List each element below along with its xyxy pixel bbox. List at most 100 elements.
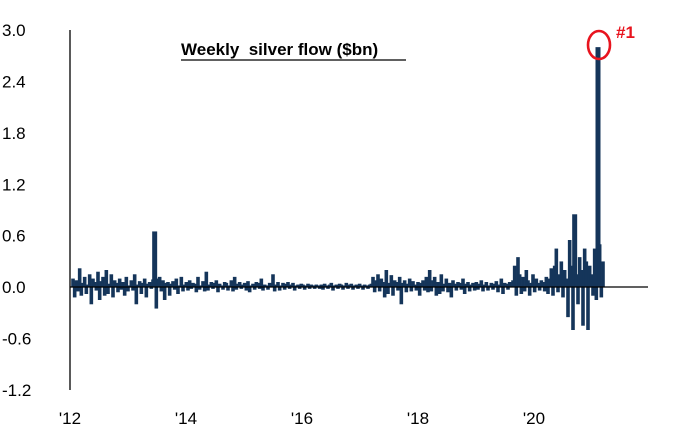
flow-bar bbox=[179, 276, 184, 288]
flow-bar bbox=[544, 276, 549, 288]
flow-bar bbox=[471, 282, 475, 288]
flow-bar bbox=[286, 282, 290, 288]
flow-bar bbox=[217, 283, 222, 288]
flow-bar bbox=[216, 287, 220, 293]
flow-bar bbox=[124, 276, 129, 288]
flow-bar bbox=[394, 282, 399, 288]
flow-bar bbox=[116, 287, 120, 293]
flow-bar bbox=[321, 287, 325, 290]
flow-bar bbox=[211, 287, 215, 289]
flow-bar bbox=[427, 270, 432, 288]
flow-bar bbox=[579, 270, 584, 288]
flow-bar bbox=[486, 287, 490, 291]
flow-bar bbox=[514, 287, 519, 296]
flow-bar bbox=[214, 280, 219, 288]
flow-bar bbox=[566, 287, 570, 318]
flow-bar bbox=[534, 278, 539, 288]
flow-bar bbox=[429, 287, 434, 292]
flow-bar bbox=[204, 271, 209, 288]
flow-bar bbox=[181, 287, 185, 292]
flow-bar bbox=[591, 287, 595, 296]
flow-bar bbox=[239, 287, 244, 289]
flow-bar bbox=[527, 287, 532, 296]
flow-bar bbox=[317, 287, 322, 289]
flow-bar bbox=[574, 274, 579, 288]
flow-bar bbox=[97, 287, 102, 300]
y-tick-label: 2.4 bbox=[2, 72, 26, 91]
flow-bar bbox=[166, 282, 170, 288]
flow-bar bbox=[377, 287, 382, 292]
flow-bar bbox=[134, 287, 139, 305]
flow-bar bbox=[384, 270, 389, 288]
flow-bar bbox=[131, 287, 135, 291]
flow-bar bbox=[432, 276, 437, 288]
flow-bar bbox=[109, 274, 114, 288]
flow-bar bbox=[467, 287, 472, 292]
flow-bar bbox=[512, 265, 517, 288]
y-tick-label: 1.2 bbox=[2, 175, 26, 194]
flow-bar bbox=[234, 287, 239, 290]
flow-bar bbox=[346, 287, 350, 289]
flow-bar bbox=[161, 280, 165, 288]
flow-bar bbox=[499, 278, 504, 288]
flow-bar bbox=[519, 287, 524, 294]
flow-bar bbox=[542, 287, 547, 292]
y-tick-label: -1.2 bbox=[2, 381, 31, 400]
flow-bar bbox=[187, 280, 192, 288]
flow-bar bbox=[87, 274, 92, 288]
y-axis-tick-labels: 3.0 2.4 1.8 1.2 0.6 0.0 -0.6 -1.2 bbox=[2, 21, 31, 400]
flow-bar bbox=[597, 244, 602, 288]
flow-bar bbox=[74, 280, 79, 288]
flow-bar bbox=[272, 287, 277, 292]
flow-bar bbox=[359, 285, 364, 288]
flow-bar bbox=[351, 287, 355, 290]
flow-bar bbox=[291, 282, 295, 288]
flow-bar bbox=[126, 287, 130, 292]
x-tick-label: '18 bbox=[407, 409, 429, 428]
flow-bar bbox=[184, 282, 189, 288]
flow-bar bbox=[532, 287, 537, 293]
flow-bar bbox=[301, 284, 305, 288]
flow-bar bbox=[76, 287, 80, 292]
flow-bar bbox=[389, 275, 394, 288]
flow-bar bbox=[459, 287, 464, 290]
flow-bar bbox=[129, 280, 134, 288]
flow-bar bbox=[149, 287, 154, 289]
flow-bar bbox=[526, 280, 530, 288]
peak-highlight-circle bbox=[586, 29, 612, 61]
flow-bar bbox=[411, 281, 415, 288]
flow-bar bbox=[89, 287, 94, 305]
flow-bar bbox=[339, 284, 344, 288]
flow-bar bbox=[489, 282, 494, 288]
flow-bar bbox=[71, 278, 75, 288]
flow-bar bbox=[219, 285, 224, 288]
flow-bar bbox=[396, 287, 400, 291]
flow-bar bbox=[246, 281, 250, 288]
flow-bar bbox=[101, 276, 105, 288]
flow-bar bbox=[409, 287, 414, 292]
flow-bar bbox=[357, 283, 362, 288]
flow-bar bbox=[322, 283, 327, 288]
y-tick-label: 1.8 bbox=[2, 124, 26, 143]
flow-bar bbox=[457, 282, 462, 288]
flow-bar bbox=[259, 278, 264, 288]
flow-bar bbox=[447, 282, 452, 288]
flow-bar bbox=[466, 282, 470, 288]
flow-bar bbox=[412, 284, 417, 288]
flow-bar bbox=[329, 282, 334, 288]
flow-bar bbox=[341, 287, 345, 290]
flow-bar bbox=[122, 287, 127, 296]
flow-bar bbox=[334, 284, 339, 288]
flow-bar bbox=[224, 282, 229, 288]
flow-bar bbox=[426, 287, 430, 293]
flow-bar bbox=[201, 281, 205, 288]
x-axis-tick-labels: '12 '14 '16 '18 '20 bbox=[59, 409, 545, 428]
flow-bar bbox=[256, 282, 260, 288]
flow-bar bbox=[237, 282, 242, 288]
flow-bar bbox=[576, 287, 580, 305]
flow-bar bbox=[434, 287, 439, 296]
flow-bar bbox=[287, 287, 292, 289]
flow-bar bbox=[364, 285, 369, 288]
flow-bar bbox=[417, 287, 422, 296]
y-tick-label: 0.6 bbox=[2, 227, 26, 246]
